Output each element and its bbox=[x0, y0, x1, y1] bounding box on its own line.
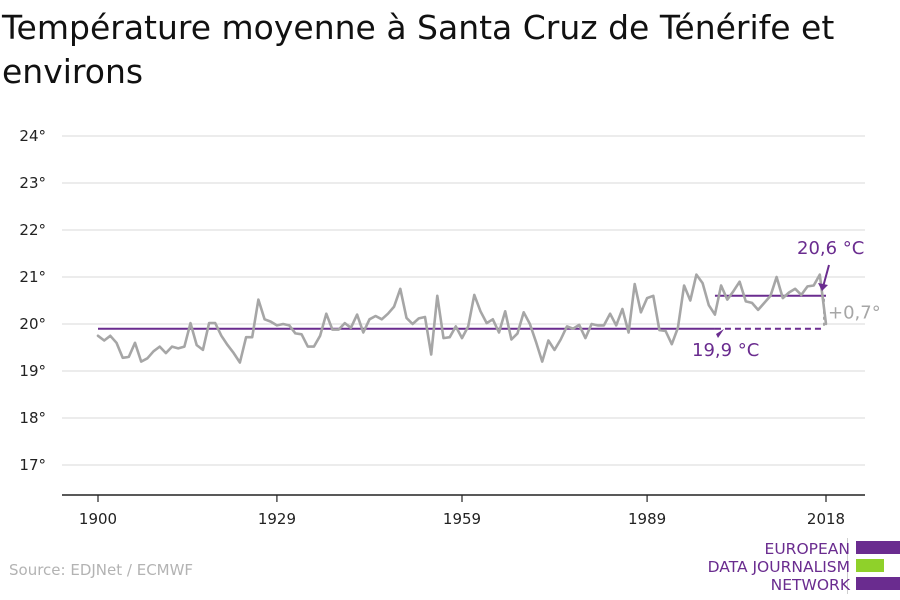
y-tick-label: 17° bbox=[19, 456, 46, 474]
change-label: +0,7° bbox=[828, 302, 881, 323]
logo-line-3: NETWORK bbox=[770, 576, 850, 594]
y-axis-ticks: 17° 18° 19° 20° 21° 22° 23° 24° bbox=[19, 127, 46, 474]
source-note: Source: EDJNet / ECMWF bbox=[9, 561, 194, 579]
logo-bar-1 bbox=[856, 541, 900, 554]
logo-line-1: EUROPEAN bbox=[764, 540, 850, 558]
y-tick-label: 23° bbox=[19, 174, 46, 192]
series-layer bbox=[96, 273, 828, 364]
logo-text: EUROPEAN DATA JOURNALISM NETWORK bbox=[708, 540, 850, 594]
x-tick-label: 1929 bbox=[258, 510, 296, 528]
logo-bar-green bbox=[856, 559, 884, 572]
logo-line-2: DATA JOURNALISM bbox=[707, 558, 850, 576]
x-tick-label: 1900 bbox=[79, 510, 117, 528]
y-tick-label: 21° bbox=[19, 268, 46, 286]
y-tick-label: 18° bbox=[19, 409, 46, 427]
recent-mean-label: 20,6 °C bbox=[797, 238, 864, 259]
y-tick-label: 19° bbox=[19, 362, 46, 380]
logo-divider bbox=[847, 538, 848, 594]
y-tick-label: 22° bbox=[19, 221, 46, 239]
recent-mean-arrowhead bbox=[818, 283, 828, 291]
y-tick-label: 20° bbox=[19, 315, 46, 333]
grid-lines bbox=[62, 135, 865, 466]
annotations: +0,7° 20,6 °C 19,9 °C bbox=[692, 238, 881, 361]
recent-mean-arrow bbox=[822, 264, 830, 288]
logo-bar-3 bbox=[856, 577, 900, 590]
edjnet-logo: EUROPEAN DATA JOURNALISM NETWORK bbox=[700, 538, 900, 596]
logo-bar-2 bbox=[856, 559, 900, 572]
baseline-mean-arrowhead bbox=[716, 329, 724, 338]
y-tick-label: 24° bbox=[19, 127, 46, 145]
chart-title: Température moyenne à Santa Cruz de Téné… bbox=[2, 8, 835, 91]
x-tick-label: 2018 bbox=[807, 510, 845, 528]
series-line bbox=[96, 273, 828, 364]
x-axis-ticks: 1900 1929 1959 1989 2018 bbox=[79, 495, 845, 528]
x-tick-label: 1959 bbox=[443, 510, 481, 528]
x-tick-label: 1989 bbox=[628, 510, 666, 528]
baseline-mean-label: 19,9 °C bbox=[692, 340, 759, 361]
